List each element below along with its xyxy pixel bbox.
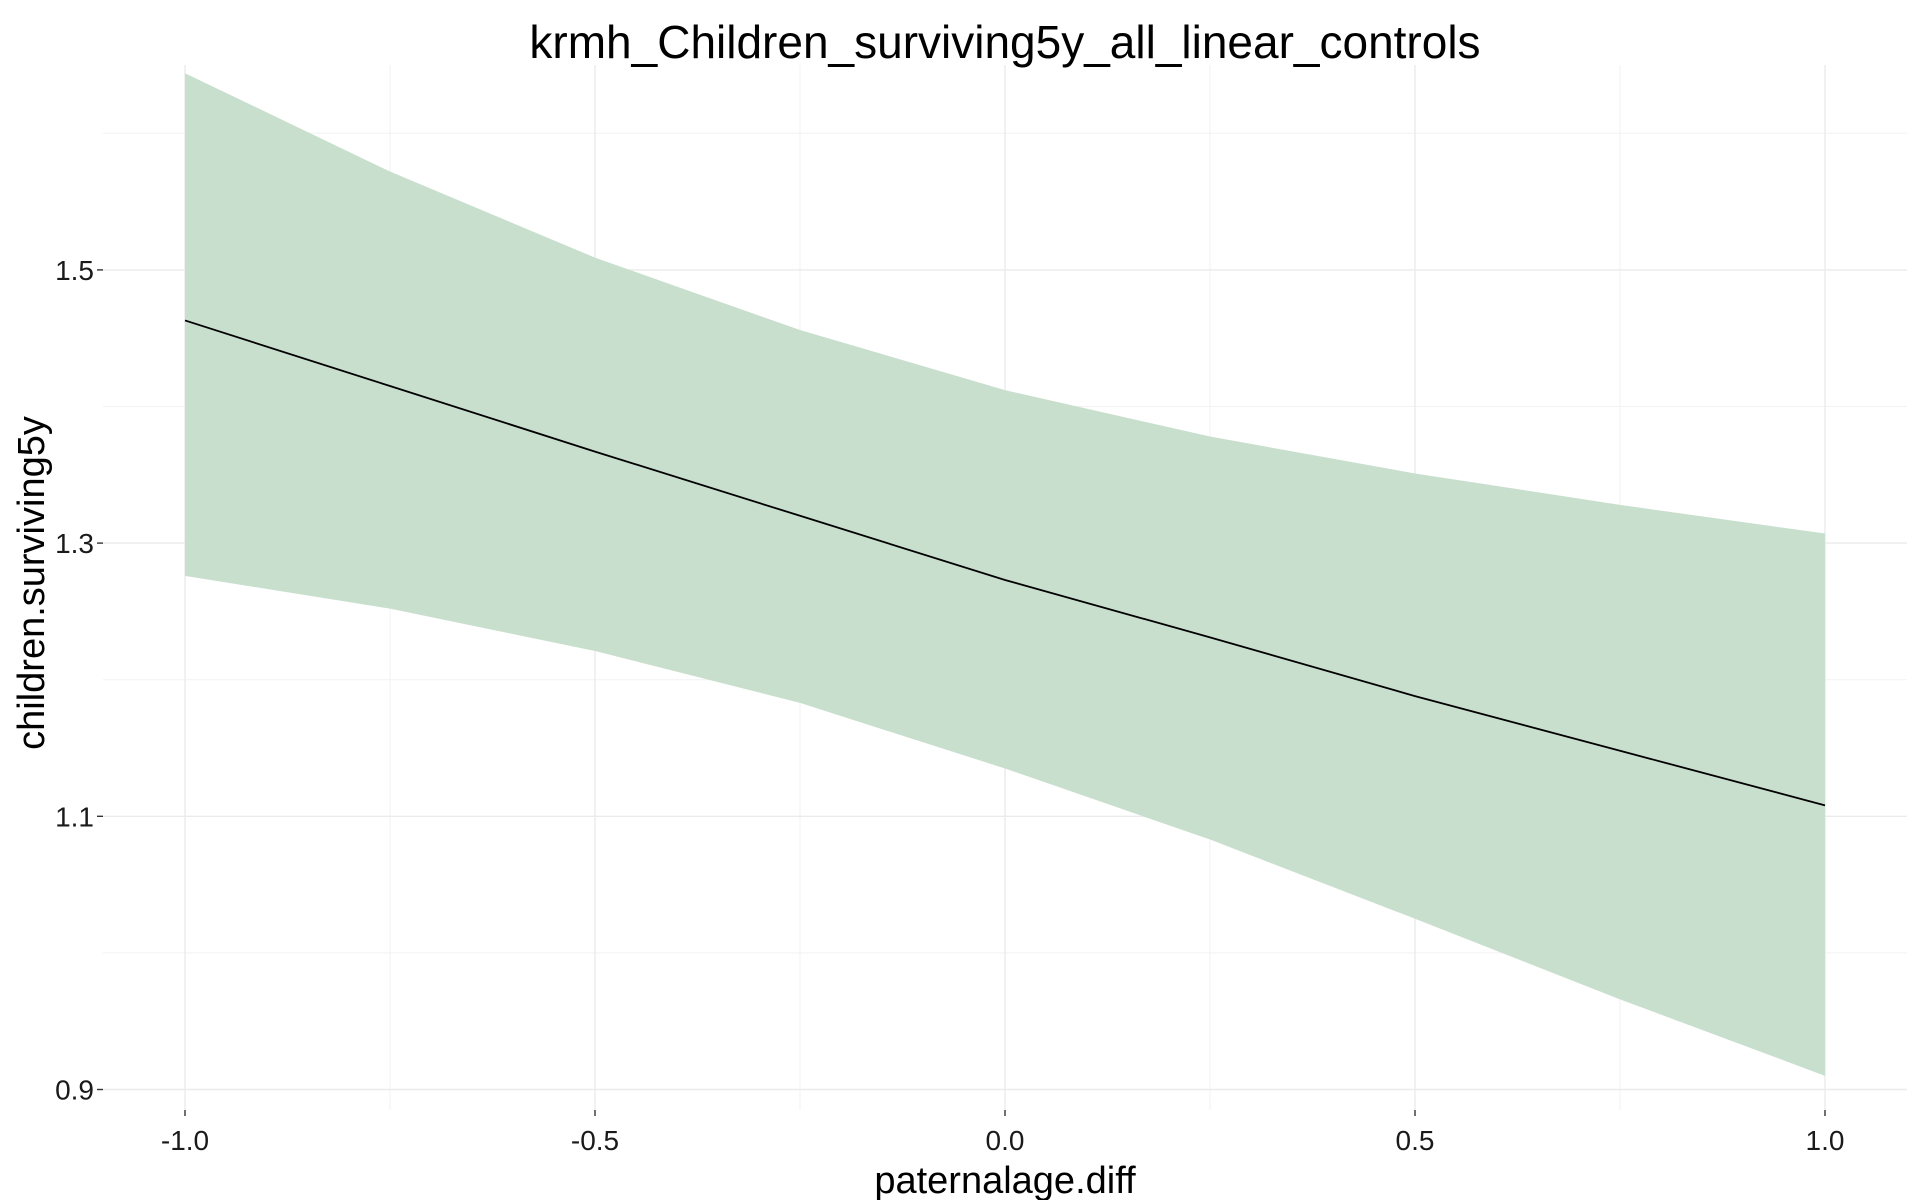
y-axis-label: children.surviving5y [11,416,53,750]
y-tick-label: 1.1 [55,801,94,832]
x-tick-label: -1.0 [161,1125,209,1156]
chart-title: krmh_Children_surviving5y_all_linear_con… [529,16,1480,68]
x-axis-label: paternalage.diff [874,1160,1136,1200]
x-tick-label: 0.0 [986,1125,1025,1156]
x-tick-label: 1.0 [1806,1125,1845,1156]
y-tick-label: 1.3 [55,528,94,559]
y-tick-label: 1.5 [55,255,94,286]
y-tick-label: 0.9 [55,1075,94,1106]
x-axis: -1.0 -0.5 0.0 0.5 1.0 [161,1110,1845,1156]
fitted-line [184,319,1826,807]
confidence-band-area [185,73,1825,1076]
x-tick-label: -0.5 [571,1125,619,1156]
x-tick-label: 0.5 [1396,1125,1435,1156]
confidence-band [185,73,1825,1076]
y-axis: 0.9 1.1 1.3 1.5 [55,255,103,1106]
series-lines [184,319,1826,807]
